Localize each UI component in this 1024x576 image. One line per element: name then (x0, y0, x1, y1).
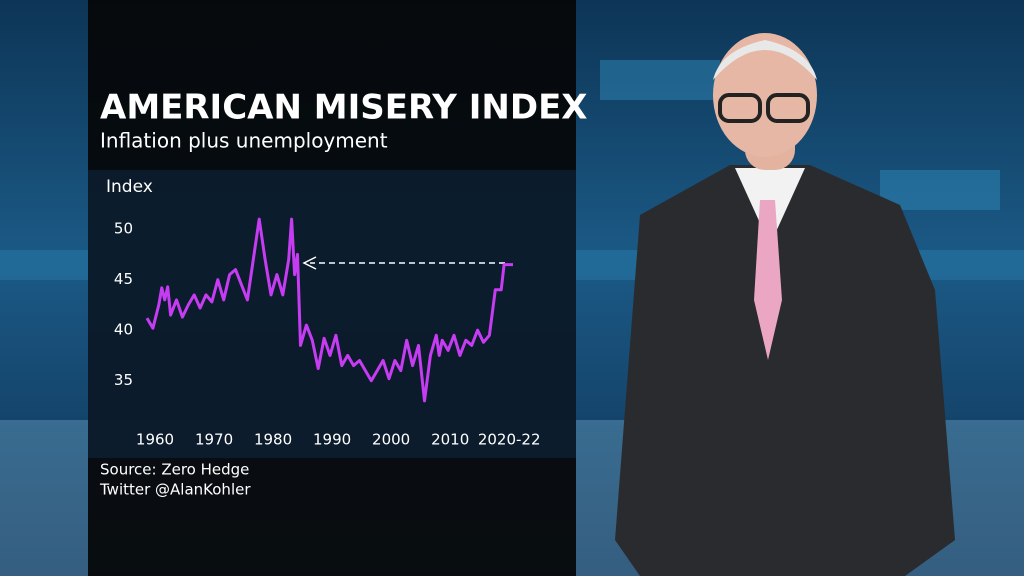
x-tick-label: 1960 (136, 431, 174, 449)
studio-screen (600, 60, 720, 100)
chart-subtitle: Inflation plus unemployment (100, 129, 388, 153)
chart-title: AMERICAN MISERY INDEX (100, 88, 588, 128)
y-tick-label: 45 (114, 270, 133, 288)
data-line (145, 217, 513, 403)
credit: Twitter @AlanKohler (99, 481, 251, 499)
source: Source: Zero Hedge (100, 461, 249, 479)
x-tick-label: 2020-22 (478, 431, 541, 449)
x-tick-label: 2010 (431, 431, 469, 449)
x-tick-label: 2000 (372, 431, 410, 449)
annotation-arrow (302, 256, 505, 270)
y-axis-label: Index (106, 177, 153, 197)
x-tick-label: 1990 (313, 431, 351, 449)
x-tick-label: 1980 (254, 431, 292, 449)
x-tick-label: 1970 (195, 431, 233, 449)
plot-background (88, 170, 576, 458)
y-tick-label: 40 (114, 321, 133, 339)
studio-screen (880, 170, 1000, 210)
y-tick-label: 35 (114, 371, 133, 389)
presenter (615, 33, 955, 576)
y-tick-label: 50 (114, 220, 133, 238)
